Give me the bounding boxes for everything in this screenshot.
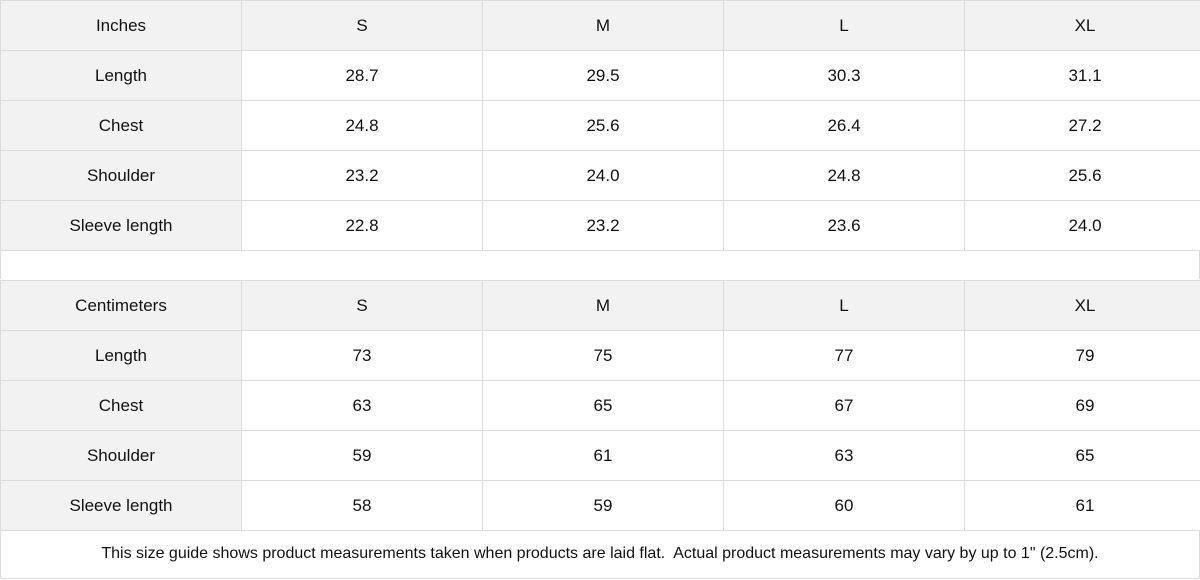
row-label: Chest [0, 100, 242, 151]
centimeters-size-table: Centimeters S M L XL Length 73 75 77 79 Chest 63 65 6… [0, 280, 1200, 531]
measurement-cell: 59 [482, 480, 724, 531]
row-label: Sleeve length [0, 200, 242, 251]
measurement-cell: 23.2 [241, 150, 483, 201]
measurement-cell: 61 [482, 430, 724, 481]
table-spacer [0, 250, 1200, 279]
measurement-cell: 65 [964, 430, 1200, 481]
measurement-cell: 73 [241, 330, 483, 381]
measurement-cell: 60 [723, 480, 965, 531]
inches-size-table: Inches S M L XL Length 28.7 29.5 30.3 31.1 Chest 24… [0, 0, 1200, 251]
table-row: Sleeve length 22.8 23.2 23.6 24.0 [0, 200, 1200, 251]
measurement-cell: 63 [241, 380, 483, 431]
unit-header: Inches [0, 0, 242, 51]
measurement-cell: 63 [723, 430, 965, 481]
measurement-cell: 23.6 [723, 200, 965, 251]
measurement-cell: 24.0 [482, 150, 724, 201]
header-row: Inches S M L XL [0, 0, 1200, 51]
unit-header: Centimeters [0, 280, 242, 331]
measurement-cell: 65 [482, 380, 724, 431]
table-row: Shoulder 59 61 63 65 [0, 430, 1200, 481]
table-row: Shoulder 23.2 24.0 24.8 25.6 [0, 150, 1200, 201]
measurement-cell: 77 [723, 330, 965, 381]
measurement-cell: 27.2 [964, 100, 1200, 151]
table-row: Length 73 75 77 79 [0, 330, 1200, 381]
row-label: Length [0, 330, 242, 381]
measurement-cell: 29.5 [482, 50, 724, 101]
size-header-l: L [723, 280, 965, 331]
table-row: Chest 24.8 25.6 26.4 27.2 [0, 100, 1200, 151]
row-label: Sleeve length [0, 480, 242, 531]
measurement-cell: 24.8 [723, 150, 965, 201]
size-header-xl: XL [964, 280, 1200, 331]
measurement-cell: 26.4 [723, 100, 965, 151]
size-header-s: S [241, 0, 483, 51]
table-row: Length 28.7 29.5 30.3 31.1 [0, 50, 1200, 101]
row-label: Shoulder [0, 150, 242, 201]
size-header-s: S [241, 280, 483, 331]
size-header-xl: XL [964, 0, 1200, 51]
measurement-cell: 75 [482, 330, 724, 381]
measurement-cell: 25.6 [964, 150, 1200, 201]
measurement-cell: 24.8 [241, 100, 483, 151]
row-label: Chest [0, 380, 242, 431]
measurement-cell: 30.3 [723, 50, 965, 101]
measurement-cell: 79 [964, 330, 1200, 381]
measurement-cell: 25.6 [482, 100, 724, 151]
row-label: Shoulder [0, 430, 242, 481]
measurement-cell: 31.1 [964, 50, 1200, 101]
table-row: Chest 63 65 67 69 [0, 380, 1200, 431]
measurement-cell: 61 [964, 480, 1200, 531]
size-header-m: M [482, 280, 724, 331]
size-header-l: L [723, 0, 965, 51]
measurement-cell: 59 [241, 430, 483, 481]
measurement-note: This size guide shows product measuremen… [0, 530, 1200, 579]
size-header-m: M [482, 0, 724, 51]
table-row: Sleeve length 58 59 60 61 [0, 480, 1200, 531]
measurement-cell: 28.7 [241, 50, 483, 101]
measurement-cell: 69 [964, 380, 1200, 431]
measurement-cell: 24.0 [964, 200, 1200, 251]
measurement-cell: 22.8 [241, 200, 483, 251]
measurement-cell: 58 [241, 480, 483, 531]
measurement-cell: 67 [723, 380, 965, 431]
measurement-cell: 23.2 [482, 200, 724, 251]
header-row: Centimeters S M L XL [0, 280, 1200, 331]
row-label: Length [0, 50, 242, 101]
